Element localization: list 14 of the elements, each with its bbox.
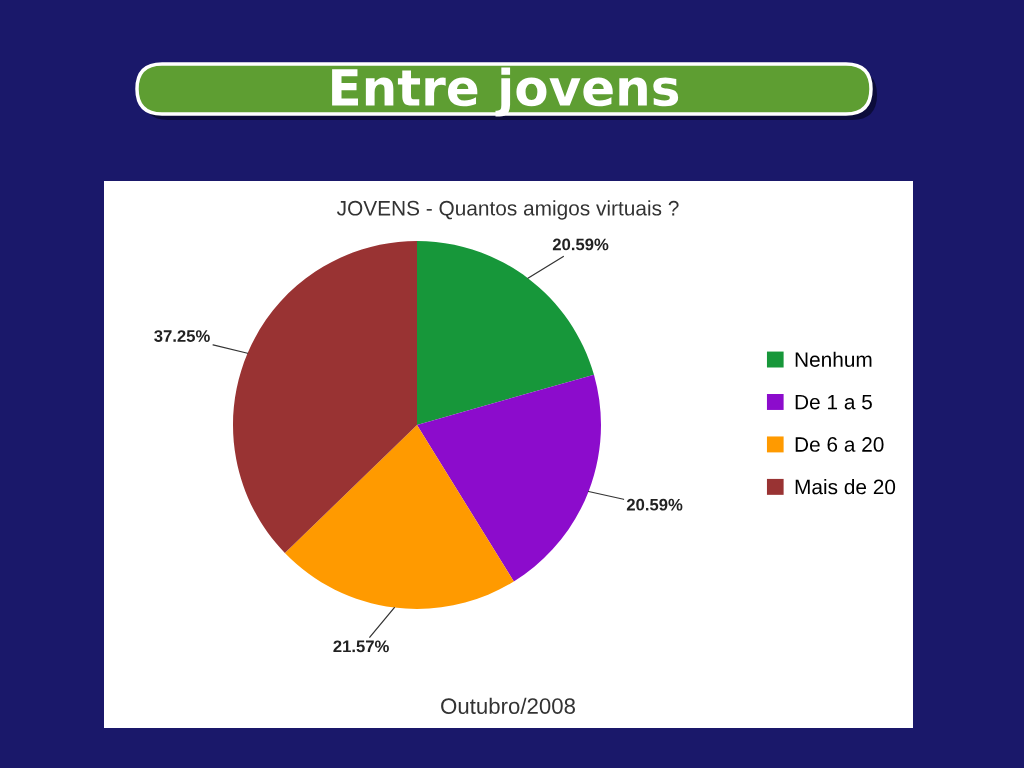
legend-label: De 6 a 20 [795, 437, 884, 452]
data-label: 21.57% [333, 640, 389, 653]
legend-label: Mais de 20 [795, 479, 896, 495]
data-label: 20.59% [626, 498, 683, 511]
chart-subtitle: JOVENS - Quantos amigos virtuais ? [336, 200, 679, 220]
legend-label: Nenhum [795, 351, 872, 367]
pie-slice [284, 425, 514, 609]
text: Outubro/2008 [441, 697, 575, 714]
data-label: 20.59% [552, 238, 609, 251]
pie-slice [417, 374, 601, 582]
legend-label: De 1 a 5 [795, 394, 872, 410]
pie-slice [233, 241, 417, 554]
chart-title: Entre jovens [332, 67, 679, 117]
data-label: 37.25% [154, 330, 210, 342]
